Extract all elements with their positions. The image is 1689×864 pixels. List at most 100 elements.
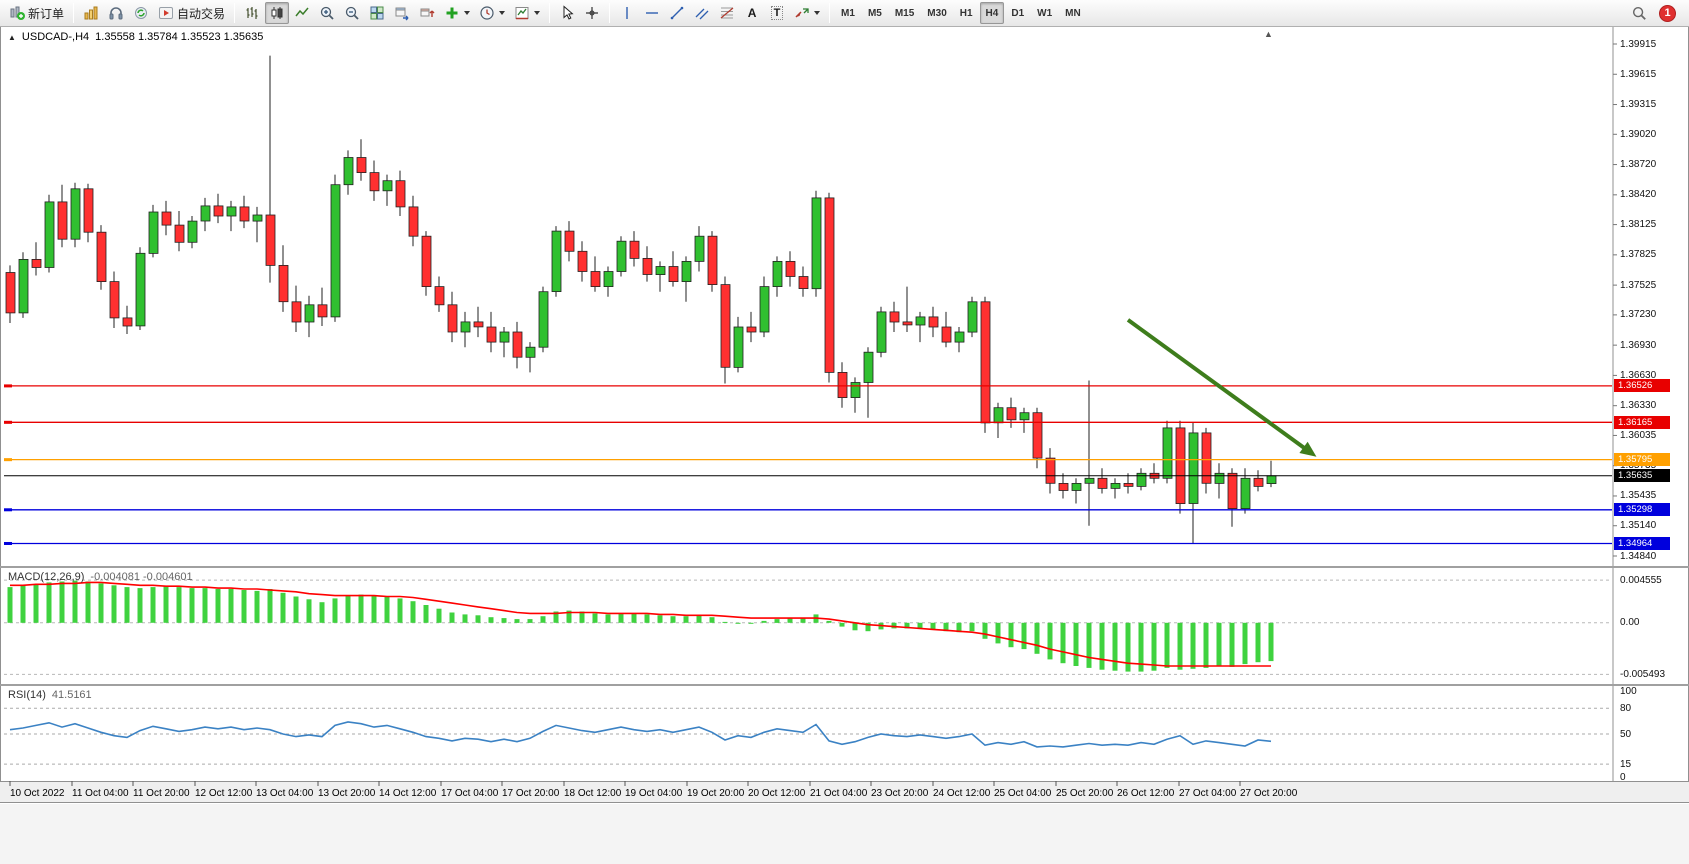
price-line-tag: 1.35298: [1614, 503, 1670, 517]
time-axis-label: 24 Oct 12:00: [933, 788, 991, 799]
timeframe-m30-button[interactable]: M30: [921, 2, 952, 24]
rsi-axis-label: 0: [1620, 771, 1626, 783]
dropdown-arrow-icon: [534, 11, 541, 15]
time-axis-label: 27 Oct 04:00: [1179, 788, 1237, 799]
crosshair-button[interactable]: [580, 2, 604, 24]
channel-button[interactable]: [690, 2, 714, 24]
fibonacci-button[interactable]: [715, 2, 739, 24]
toolbar-separator: [549, 3, 551, 23]
community-button[interactable]: [129, 2, 153, 24]
vertical-line-icon: [619, 5, 635, 21]
rsi-axis-label: 15: [1620, 758, 1632, 770]
shapes-icon: [794, 5, 810, 21]
dropdown-arrow-icon: [499, 11, 506, 15]
tile-windows-button[interactable]: [365, 2, 389, 24]
time-axis-label: 13 Oct 04:00: [256, 788, 314, 799]
time-axis-label: 19 Oct 04:00: [625, 788, 683, 799]
price-axis-label: 1.39915: [1620, 38, 1657, 50]
time-axis-label: 26 Oct 12:00: [1117, 788, 1175, 799]
rsi-axis-label: 50: [1620, 728, 1632, 740]
cascade-windows-button[interactable]: [415, 2, 439, 24]
time-axis-label: 20 Oct 12:00: [748, 788, 806, 799]
shift-marker-icon: ▲: [1264, 29, 1273, 39]
toolbar-separator: [829, 3, 831, 23]
price-line-tag: 1.36165: [1614, 415, 1670, 429]
symbol-period-label: USDCAD-,H4: [21, 31, 90, 43]
channel-icon: [694, 5, 710, 21]
line-chart-button[interactable]: [290, 2, 314, 24]
rsi-axis-label: 100: [1620, 685, 1637, 697]
market-watch-button[interactable]: [79, 2, 103, 24]
cascade-windows-icon: [419, 5, 435, 21]
macd-axis-label: 0.004555: [1620, 574, 1662, 586]
time-axis-label: 11 Oct 04:00: [72, 788, 129, 799]
timeframe-mn-button[interactable]: MN: [1059, 2, 1087, 24]
templates-button[interactable]: [510, 2, 544, 24]
time-axis-label: 25 Oct 04:00: [994, 788, 1052, 799]
search-button[interactable]: [1627, 2, 1651, 24]
toolbar-right-group: 1: [1627, 2, 1684, 24]
price-axis-label: 1.39615: [1620, 68, 1657, 80]
candlestick-chart-button[interactable]: [265, 2, 290, 24]
label-tool-icon: T: [770, 6, 784, 20]
clock-icon: [479, 5, 495, 21]
pane-separator[interactable]: [0, 566, 1689, 568]
zoom-in-button[interactable]: [315, 2, 339, 24]
timeframe-w1-button[interactable]: W1: [1031, 2, 1058, 24]
price-axis-label: 1.35140: [1620, 520, 1657, 532]
add-indicator-button[interactable]: [440, 2, 474, 24]
price-axis-label: 1.39315: [1620, 99, 1657, 111]
time-axis-label: 17 Oct 04:00: [441, 788, 499, 799]
timeframe-h1-button[interactable]: H1: [954, 2, 979, 24]
bar-chart-button[interactable]: [240, 2, 264, 24]
time-axis-label: 21 Oct 04:00: [810, 788, 868, 799]
price-scale[interactable]: 1.39915 1.39615 1.39315 1.39020 1.38720 1.384…: [1616, 0, 1689, 864]
price-axis-label: 1.39020: [1620, 128, 1657, 140]
new-order-button[interactable]: 新订单: [5, 2, 68, 24]
rsi-axis-label: 80: [1620, 702, 1632, 714]
price-axis-label: 1.35435: [1620, 490, 1657, 502]
timeframe-m15-button[interactable]: M15: [889, 2, 920, 24]
price-axis-label: 1.38420: [1620, 189, 1657, 201]
price-axis-label: 1.37525: [1620, 279, 1657, 291]
data-window-button[interactable]: [104, 2, 128, 24]
autotrade-button[interactable]: 自动交易: [154, 2, 229, 24]
trendline-button[interactable]: [665, 2, 689, 24]
macd-axis-label: -0.005493: [1620, 668, 1666, 680]
market-watch-icon: [83, 5, 99, 21]
notification-badge[interactable]: 1: [1659, 4, 1676, 22]
macd-axis-label: 0.00: [1620, 617, 1640, 629]
current-price-tag: 1.35635: [1614, 469, 1670, 483]
dropdown-arrow-icon: [464, 11, 471, 15]
timeframe-d1-button[interactable]: D1: [1005, 2, 1030, 24]
timeframe-m1-button[interactable]: M1: [835, 2, 861, 24]
time-axis-label: 12 Oct 12:00: [195, 788, 253, 799]
time-axis-label: 25 Oct 20:00: [1056, 788, 1114, 799]
horizontal-line-button[interactable]: [640, 2, 664, 24]
periods-button[interactable]: [475, 2, 509, 24]
cursor-button[interactable]: [555, 2, 579, 24]
arrange-windows-button[interactable]: [390, 2, 414, 24]
chart-window[interactable]: [0, 27, 1689, 781]
price-axis-label: 1.36330: [1620, 400, 1657, 412]
shapes-button[interactable]: [790, 2, 824, 24]
toolbar-separator: [73, 3, 75, 23]
line-chart-icon: [294, 5, 310, 21]
label-button[interactable]: T: [765, 2, 789, 24]
cursor-icon: [559, 5, 575, 21]
zoom-out-button[interactable]: [340, 2, 364, 24]
vertical-line-button[interactable]: [615, 2, 639, 24]
arrange-windows-icon: [394, 5, 410, 21]
pane-separator[interactable]: [0, 684, 1689, 686]
time-axis-label: 18 Oct 12:00: [564, 788, 622, 799]
timeframe-h4-button[interactable]: H4: [979, 2, 1005, 24]
timeframe-m5-button[interactable]: M5: [862, 2, 888, 24]
text-button[interactable]: A: [740, 2, 764, 24]
horizontal-line-icon: [644, 5, 660, 21]
time-axis-label: 23 Oct 20:00: [871, 788, 929, 799]
time-axis[interactable]: 10 Oct 2022 11 Oct 04:00 11 Oct 20:00 12 Oc…: [0, 781, 1689, 803]
rsi-label: RSI(14) 41.5161: [8, 689, 92, 701]
rsi-value: 41.5161: [51, 689, 92, 701]
time-axis-label: 11 Oct 20:00: [133, 788, 190, 799]
template-icon: [514, 5, 530, 21]
